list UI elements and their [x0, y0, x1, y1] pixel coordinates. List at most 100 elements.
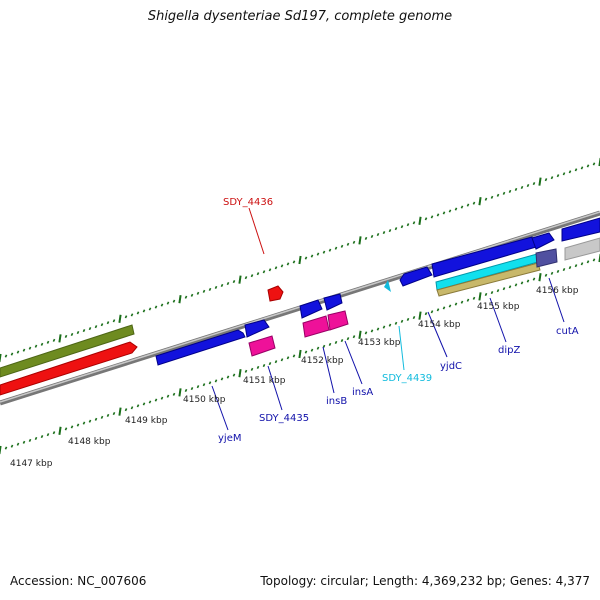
outer-ring-major-tick: [358, 236, 362, 245]
inner-ring-major-tick: [358, 330, 362, 339]
gene-cutA-slate-feature[interactable]: [535, 248, 558, 268]
rna-SDY_4435[interactable]: [248, 335, 276, 357]
outer-ring-minor-tick: [34, 344, 38, 348]
outer-ring-minor-tick: [400, 225, 404, 229]
red-feature[interactable]: [0, 341, 138, 396]
outer-ring-major-tick: [178, 295, 182, 304]
outer-ring-minor-tick: [64, 334, 68, 338]
map-title: Shigella dysenteriae Sd197, complete gen…: [147, 9, 453, 24]
outer-ring-minor-tick: [52, 338, 56, 342]
outer-ring-minor-tick: [148, 307, 152, 311]
gene-yjeM-arrow[interactable]: [155, 329, 246, 366]
gene-label-insB[interactable]: insB: [326, 396, 347, 407]
leader-line-dipZ: [489, 297, 507, 343]
outer-ring-minor-tick: [472, 201, 476, 205]
gene-yjdC-arrow[interactable]: [399, 266, 433, 287]
inner-ring-minor-tick: [88, 419, 92, 423]
inner-ring-minor-tick: [352, 335, 356, 339]
outer-ring-minor-tick: [232, 280, 236, 284]
outer-ring-minor-tick: [262, 270, 266, 274]
outer-ring-minor-tick: [100, 323, 104, 327]
gene-insA-arrow[interactable]: [323, 293, 343, 311]
outer-ring-minor-tick: [526, 183, 530, 188]
outer-ring-minor-tick: [142, 309, 146, 313]
gray-feature[interactable]: [564, 237, 600, 261]
inner-ring-minor-tick: [148, 400, 152, 404]
inner-ring-minor-tick: [562, 267, 566, 272]
outer-ring-minor-tick: [196, 291, 200, 295]
leader-line-insA: [344, 340, 363, 385]
inner-ring-minor-tick: [316, 346, 320, 350]
outer-ring-minor-tick: [340, 244, 344, 248]
inner-ring-minor-tick: [334, 340, 338, 345]
outer-ring-minor-tick: [466, 203, 470, 207]
outer-tick-ring: [0, 157, 600, 363]
inner-ring-minor-tick: [202, 383, 206, 387]
forward-strand-features: [0, 217, 600, 396]
olive-feature[interactable]: [0, 324, 135, 378]
inner-ring-minor-tick: [388, 323, 392, 327]
inner-ring-minor-tick: [400, 319, 404, 323]
gene-SDY_4435-arrow[interactable]: [244, 319, 270, 338]
gene-cutA-arrow[interactable]: [531, 232, 555, 250]
inner-ring-minor-tick: [52, 431, 56, 435]
inner-ring-minor-tick: [274, 360, 278, 364]
inner-tick-ring: [0, 253, 600, 455]
outer-ring-minor-tick: [202, 289, 206, 293]
leader-line-SDY_4435: [267, 365, 283, 411]
inner-ring-minor-tick: [442, 306, 446, 310]
inner-ring-minor-tick: [520, 281, 524, 285]
inner-ring-major-tick: [118, 407, 122, 416]
inner-ring-minor-tick: [136, 404, 140, 408]
inner-ring-minor-tick: [100, 415, 104, 419]
gene-label-SDY_4439[interactable]: SDY_4439: [382, 373, 432, 384]
inner-ring-minor-tick: [28, 438, 32, 442]
outer-ring-minor-tick: [520, 185, 524, 190]
inner-ring-major-tick: [478, 292, 482, 301]
inner-ring-minor-tick: [382, 325, 386, 329]
kbp-scale-labels: 4147 kbp 4148 kbp 4149 kbp 4150 kbp 4151 kbp…: [10, 286, 579, 469]
outer-ring-minor-tick: [382, 231, 386, 235]
outer-ring-minor-tick: [304, 256, 308, 260]
inner-ring-minor-tick: [70, 425, 74, 429]
gene-label-yjdC[interactable]: yjdC: [440, 361, 462, 372]
gene-label-SDY_4435[interactable]: SDY_4435: [259, 413, 309, 424]
gene-dipZ-tan-feature[interactable]: [436, 262, 541, 297]
inner-ring-minor-tick: [430, 310, 434, 314]
outer-ring-major-tick: [118, 314, 122, 323]
rna-insA[interactable]: [327, 310, 349, 331]
gene-right-arrow[interactable]: [561, 217, 600, 242]
inner-ring-minor-tick: [166, 394, 170, 398]
outer-ring-minor-tick: [448, 209, 452, 213]
gene-SDY_4436-marker[interactable]: [267, 285, 284, 302]
outer-ring-minor-tick: [352, 240, 356, 244]
outer-ring-minor-tick: [16, 350, 20, 354]
inner-ring-minor-tick: [532, 277, 536, 281]
gene-label-insA[interactable]: insA: [352, 387, 373, 398]
accession-text: Accession: NC_007606: [10, 574, 147, 588]
kbp-label: 4155 kbp: [477, 302, 520, 312]
inner-ring-minor-tick: [292, 354, 296, 358]
inner-ring-minor-tick: [172, 392, 176, 396]
gene-label-SDY_4436[interactable]: SDY_4436: [223, 197, 273, 208]
outer-ring-minor-tick: [94, 325, 98, 329]
gene-label-cutA[interactable]: cutA: [556, 326, 579, 337]
inner-ring-minor-tick: [496, 289, 500, 293]
inner-ring-minor-tick: [4, 446, 8, 450]
outer-ring-minor-tick: [292, 260, 296, 264]
inner-ring-minor-tick: [124, 408, 128, 412]
gene-insB-arrow[interactable]: [299, 299, 323, 319]
inner-ring-minor-tick: [574, 264, 578, 268]
outer-ring-minor-tick: [490, 195, 494, 199]
outer-ring-minor-tick: [70, 332, 74, 337]
rna-insB[interactable]: [302, 315, 330, 338]
inner-ring-minor-tick: [526, 279, 530, 283]
outer-ring-minor-tick: [160, 303, 164, 307]
inner-ring-minor-tick: [16, 442, 20, 446]
outer-ring-minor-tick: [154, 305, 158, 309]
gene-label-dipZ[interactable]: dipZ: [498, 345, 520, 356]
gene-SDY_4439-marker[interactable]: [384, 280, 391, 292]
gene-label-yjeM[interactable]: yjeM: [218, 433, 241, 444]
inner-ring-minor-tick: [412, 315, 416, 320]
